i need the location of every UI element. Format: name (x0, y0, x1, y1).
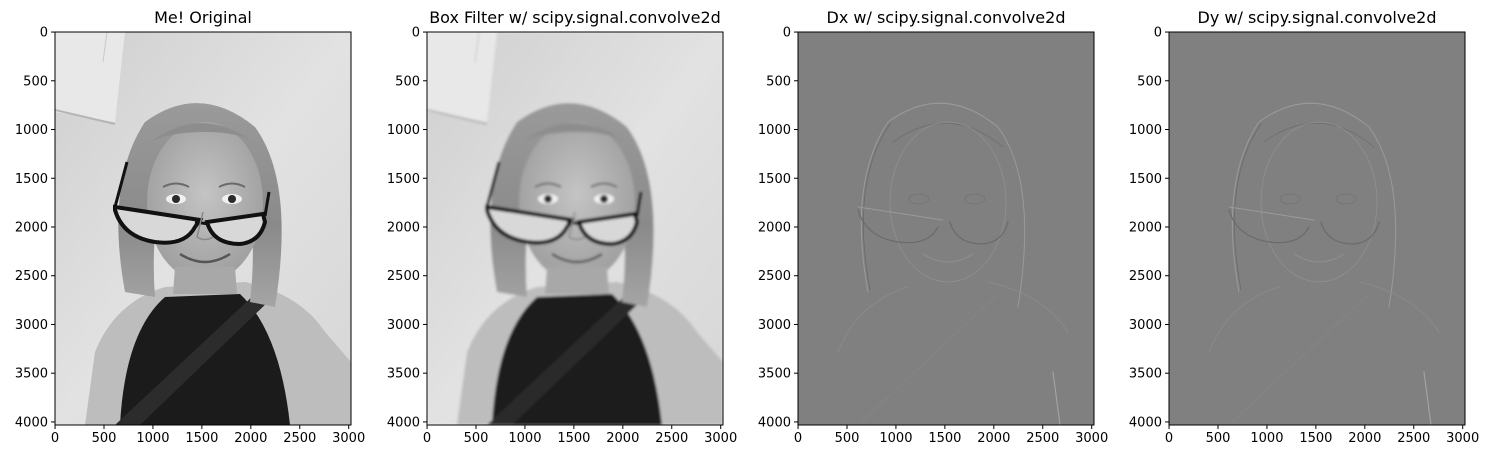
x-tick-label: 500 (464, 431, 489, 446)
y-tick-label: 3000 (387, 318, 420, 333)
y-tick-label: 0 (40, 26, 48, 41)
panel-title: Me! Original (154, 8, 252, 27)
y-tick-label: 500 (23, 74, 48, 89)
panel-image (427, 32, 723, 425)
x-tick-label: 2000 (606, 431, 639, 446)
y-tick-label: 0 (1154, 26, 1162, 41)
y-tick-label: 0 (783, 26, 791, 41)
x-tick-label: 1000 (879, 431, 912, 446)
y-tick-label: 4000 (758, 415, 791, 430)
x-tick-label: 2000 (977, 431, 1010, 446)
y-tick-label: 1500 (387, 172, 420, 187)
y-tick-label: 4000 (387, 415, 420, 430)
y-tick-label: 2000 (1129, 220, 1162, 235)
y-tick-label: 1500 (758, 172, 791, 187)
y-tick-label: 3000 (1129, 318, 1162, 333)
x-tick-label: 1000 (136, 431, 169, 446)
axes-frame (426, 31, 724, 426)
y-tick-label: 3500 (1129, 367, 1162, 382)
y-tick-label: 2500 (758, 269, 791, 284)
x-tick-label: 2500 (655, 431, 688, 446)
axes-frame (797, 31, 1095, 426)
y-tick-label: 1500 (15, 172, 48, 187)
x-tick-label: 2000 (1348, 431, 1381, 446)
x-tick-label: 1500 (928, 431, 961, 446)
x-tick-label: 2500 (283, 431, 316, 446)
x-tick-label: 0 (794, 431, 802, 446)
panel-title: Dx w/ scipy.signal.convolve2d (827, 8, 1066, 27)
y-tick-label: 2500 (1129, 269, 1162, 284)
panel-image (55, 32, 351, 425)
x-tick-label: 2500 (1026, 431, 1059, 446)
x-tick-label: 1500 (557, 431, 590, 446)
y-tick-label: 1000 (1129, 123, 1162, 138)
x-tick-label: 0 (1165, 431, 1173, 446)
x-tick-label: 500 (835, 431, 860, 446)
x-tick-label: 1500 (185, 431, 218, 446)
x-tick-label: 500 (92, 431, 117, 446)
x-tick-label: 3000 (332, 431, 365, 446)
panel-image (798, 32, 1094, 425)
x-tick-label: 0 (423, 431, 431, 446)
y-tick-label: 500 (1137, 74, 1162, 89)
y-tick-label: 1500 (1129, 172, 1162, 187)
x-tick-label: 0 (51, 431, 59, 446)
panel-original: Me! Original 0 500 1000 1500 2000 2500 3000 0 500… (15, 8, 365, 446)
y-tick-label: 500 (766, 74, 791, 89)
x-tick-label: 3000 (1075, 431, 1108, 446)
x-tick-label: 1500 (1299, 431, 1332, 446)
y-tick-label: 3500 (758, 367, 791, 382)
y-tick-label: 4000 (15, 415, 48, 430)
y-tick-label: 3000 (758, 318, 791, 333)
panel-box: Box Filter w/ scipy.signal.convolve2d 0 50… (387, 8, 737, 446)
y-tick-label: 3000 (15, 318, 48, 333)
x-tick-label: 1000 (508, 431, 541, 446)
y-tick-label: 3500 (387, 367, 420, 382)
x-tick-label: 3000 (1446, 431, 1479, 446)
panel-dy: Dy w/ scipy.signal.convolve2d 0 500 1000 150… (1129, 8, 1479, 446)
y-tick-label: 2500 (387, 269, 420, 284)
panel-title: Box Filter w/ scipy.signal.convolve2d (429, 8, 721, 27)
panel-title: Dy w/ scipy.signal.convolve2d (1198, 8, 1437, 27)
y-tick-label: 500 (395, 74, 420, 89)
y-tick-label: 2000 (15, 220, 48, 235)
panel-dx: Dx w/ scipy.signal.convolve2d 0 500 1000 150… (758, 8, 1108, 446)
y-tick-label: 0 (412, 26, 420, 41)
y-tick-label: 4000 (1129, 415, 1162, 430)
panel-image (1169, 32, 1465, 425)
x-tick-label: 1000 (1250, 431, 1283, 446)
y-tick-label: 2500 (15, 269, 48, 284)
axes-frame (1168, 31, 1466, 426)
axes-frame (54, 31, 352, 426)
x-tick-label: 2000 (234, 431, 267, 446)
y-tick-label: 1000 (387, 123, 420, 138)
y-tick-label: 2000 (758, 220, 791, 235)
y-tick-label: 3500 (15, 367, 48, 382)
x-tick-label: 3000 (704, 431, 737, 446)
y-tick-label: 1000 (758, 123, 791, 138)
x-tick-label: 2500 (1397, 431, 1430, 446)
x-tick-label: 500 (1206, 431, 1231, 446)
y-tick-label: 2000 (387, 220, 420, 235)
y-tick-label: 1000 (15, 123, 48, 138)
